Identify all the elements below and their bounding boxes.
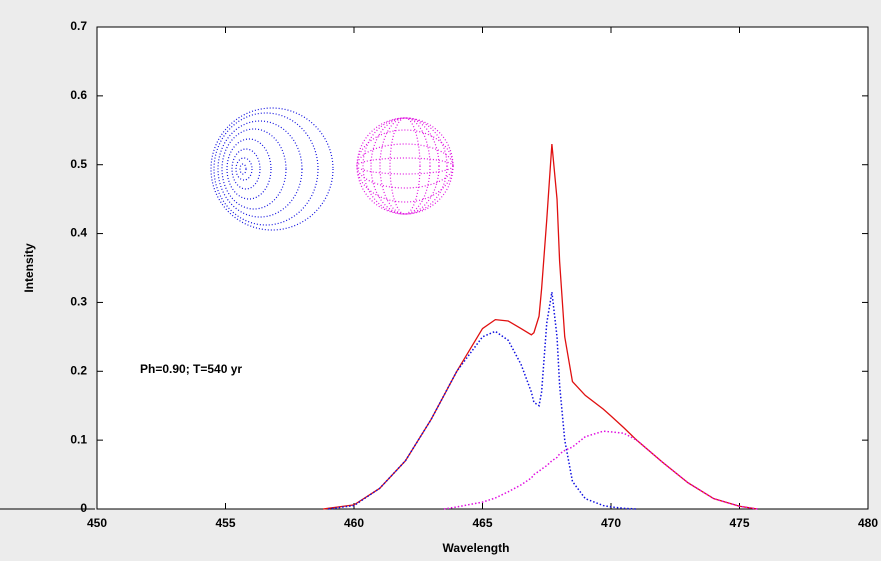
x-axis-label: Wavelength [443,541,510,555]
x-tick-label: 460 [344,516,364,530]
x-tick-label: 455 [215,516,235,530]
y-tick-label: 0.3 [70,295,87,309]
x-tick-label: 470 [601,516,621,530]
y-tick-label: 0.7 [70,19,87,33]
binary-star-illustration [210,107,454,231]
series-line [328,291,637,510]
y-tick-label: 0.4 [70,226,87,240]
x-tick-label: 465 [472,516,492,530]
x-tick-label: 475 [729,516,749,530]
y-tick-label: 0.5 [70,157,87,171]
y-tick-label: 0 [80,501,87,515]
y-tick-label: 0.1 [70,432,87,446]
plot-area [97,27,868,509]
y-axis-label: Intensity [22,243,36,293]
y-tick-label: 0.6 [70,88,87,102]
x-tick-label: 480 [858,516,878,530]
x-tick-label: 450 [87,516,107,530]
y-tick-label: 0.2 [70,363,87,377]
annotation: Ph=0.90; T=540 yr [140,362,242,376]
